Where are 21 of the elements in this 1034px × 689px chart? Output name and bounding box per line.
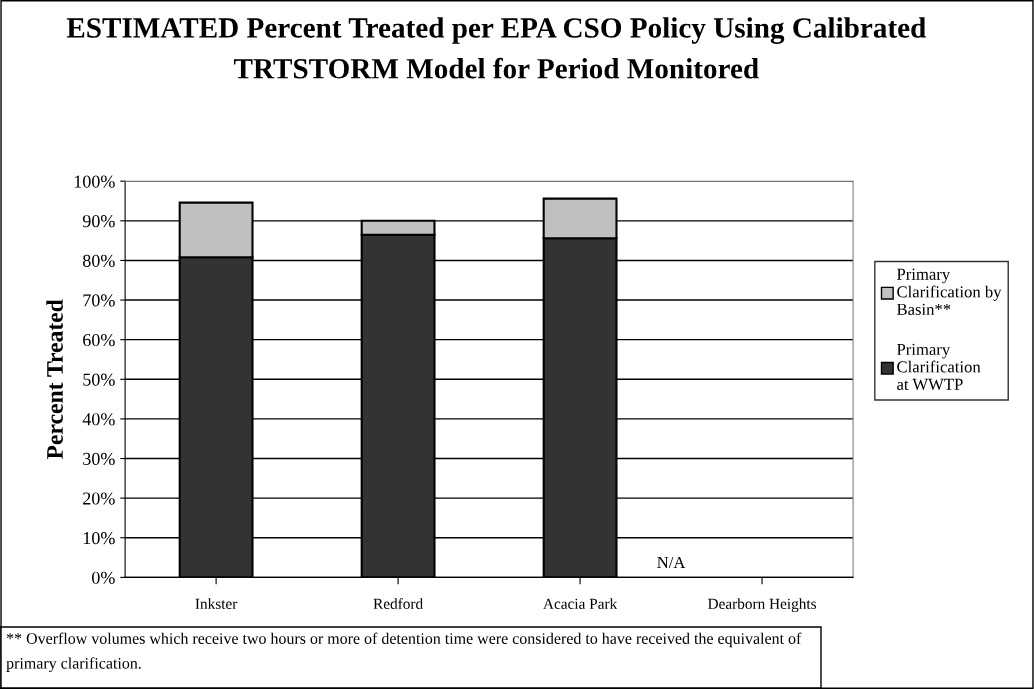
text: ** Overflow volumes which receive two hours or more of detention time were considered to have received the equivalent of primary clarification. (6, 632, 802, 672)
y-tick-label: 70% (83, 294, 115, 307)
y-axis-title: Percent Treated (46, 299, 63, 460)
y-tick-label: 90% (82, 215, 115, 228)
y-tick-label: 100% (74, 175, 115, 188)
y-tick-label: 10% (83, 532, 115, 545)
y-tick-label: 20% (83, 492, 115, 505)
y-tick-label: 60% (83, 333, 115, 347)
y-tick-label: 30% (83, 452, 115, 466)
y-tick-label: 40% (82, 413, 115, 426)
chart-title: ESTIMATED Percent Treated per EPA CSO Policy Using Calibrated TRTSTORM Model for Period Monitored (66, 17, 926, 79)
x-tick-label: Dearborn Heights (707, 598, 817, 613)
y-tick-label: 80% (82, 254, 115, 267)
legend-label: Primary Clarification by Basin** (896, 268, 1002, 315)
y-tick-label: 50% (83, 373, 115, 386)
x-tick-label: Redford (373, 598, 423, 609)
annotation: N/A (657, 556, 686, 569)
y-tick-label: 0% (92, 571, 115, 584)
x-tick-label: Inkster (195, 598, 238, 609)
x-tick-label: Acacia Park (543, 598, 618, 609)
legend-label: Primary Clarification at WWTP (896, 343, 981, 391)
